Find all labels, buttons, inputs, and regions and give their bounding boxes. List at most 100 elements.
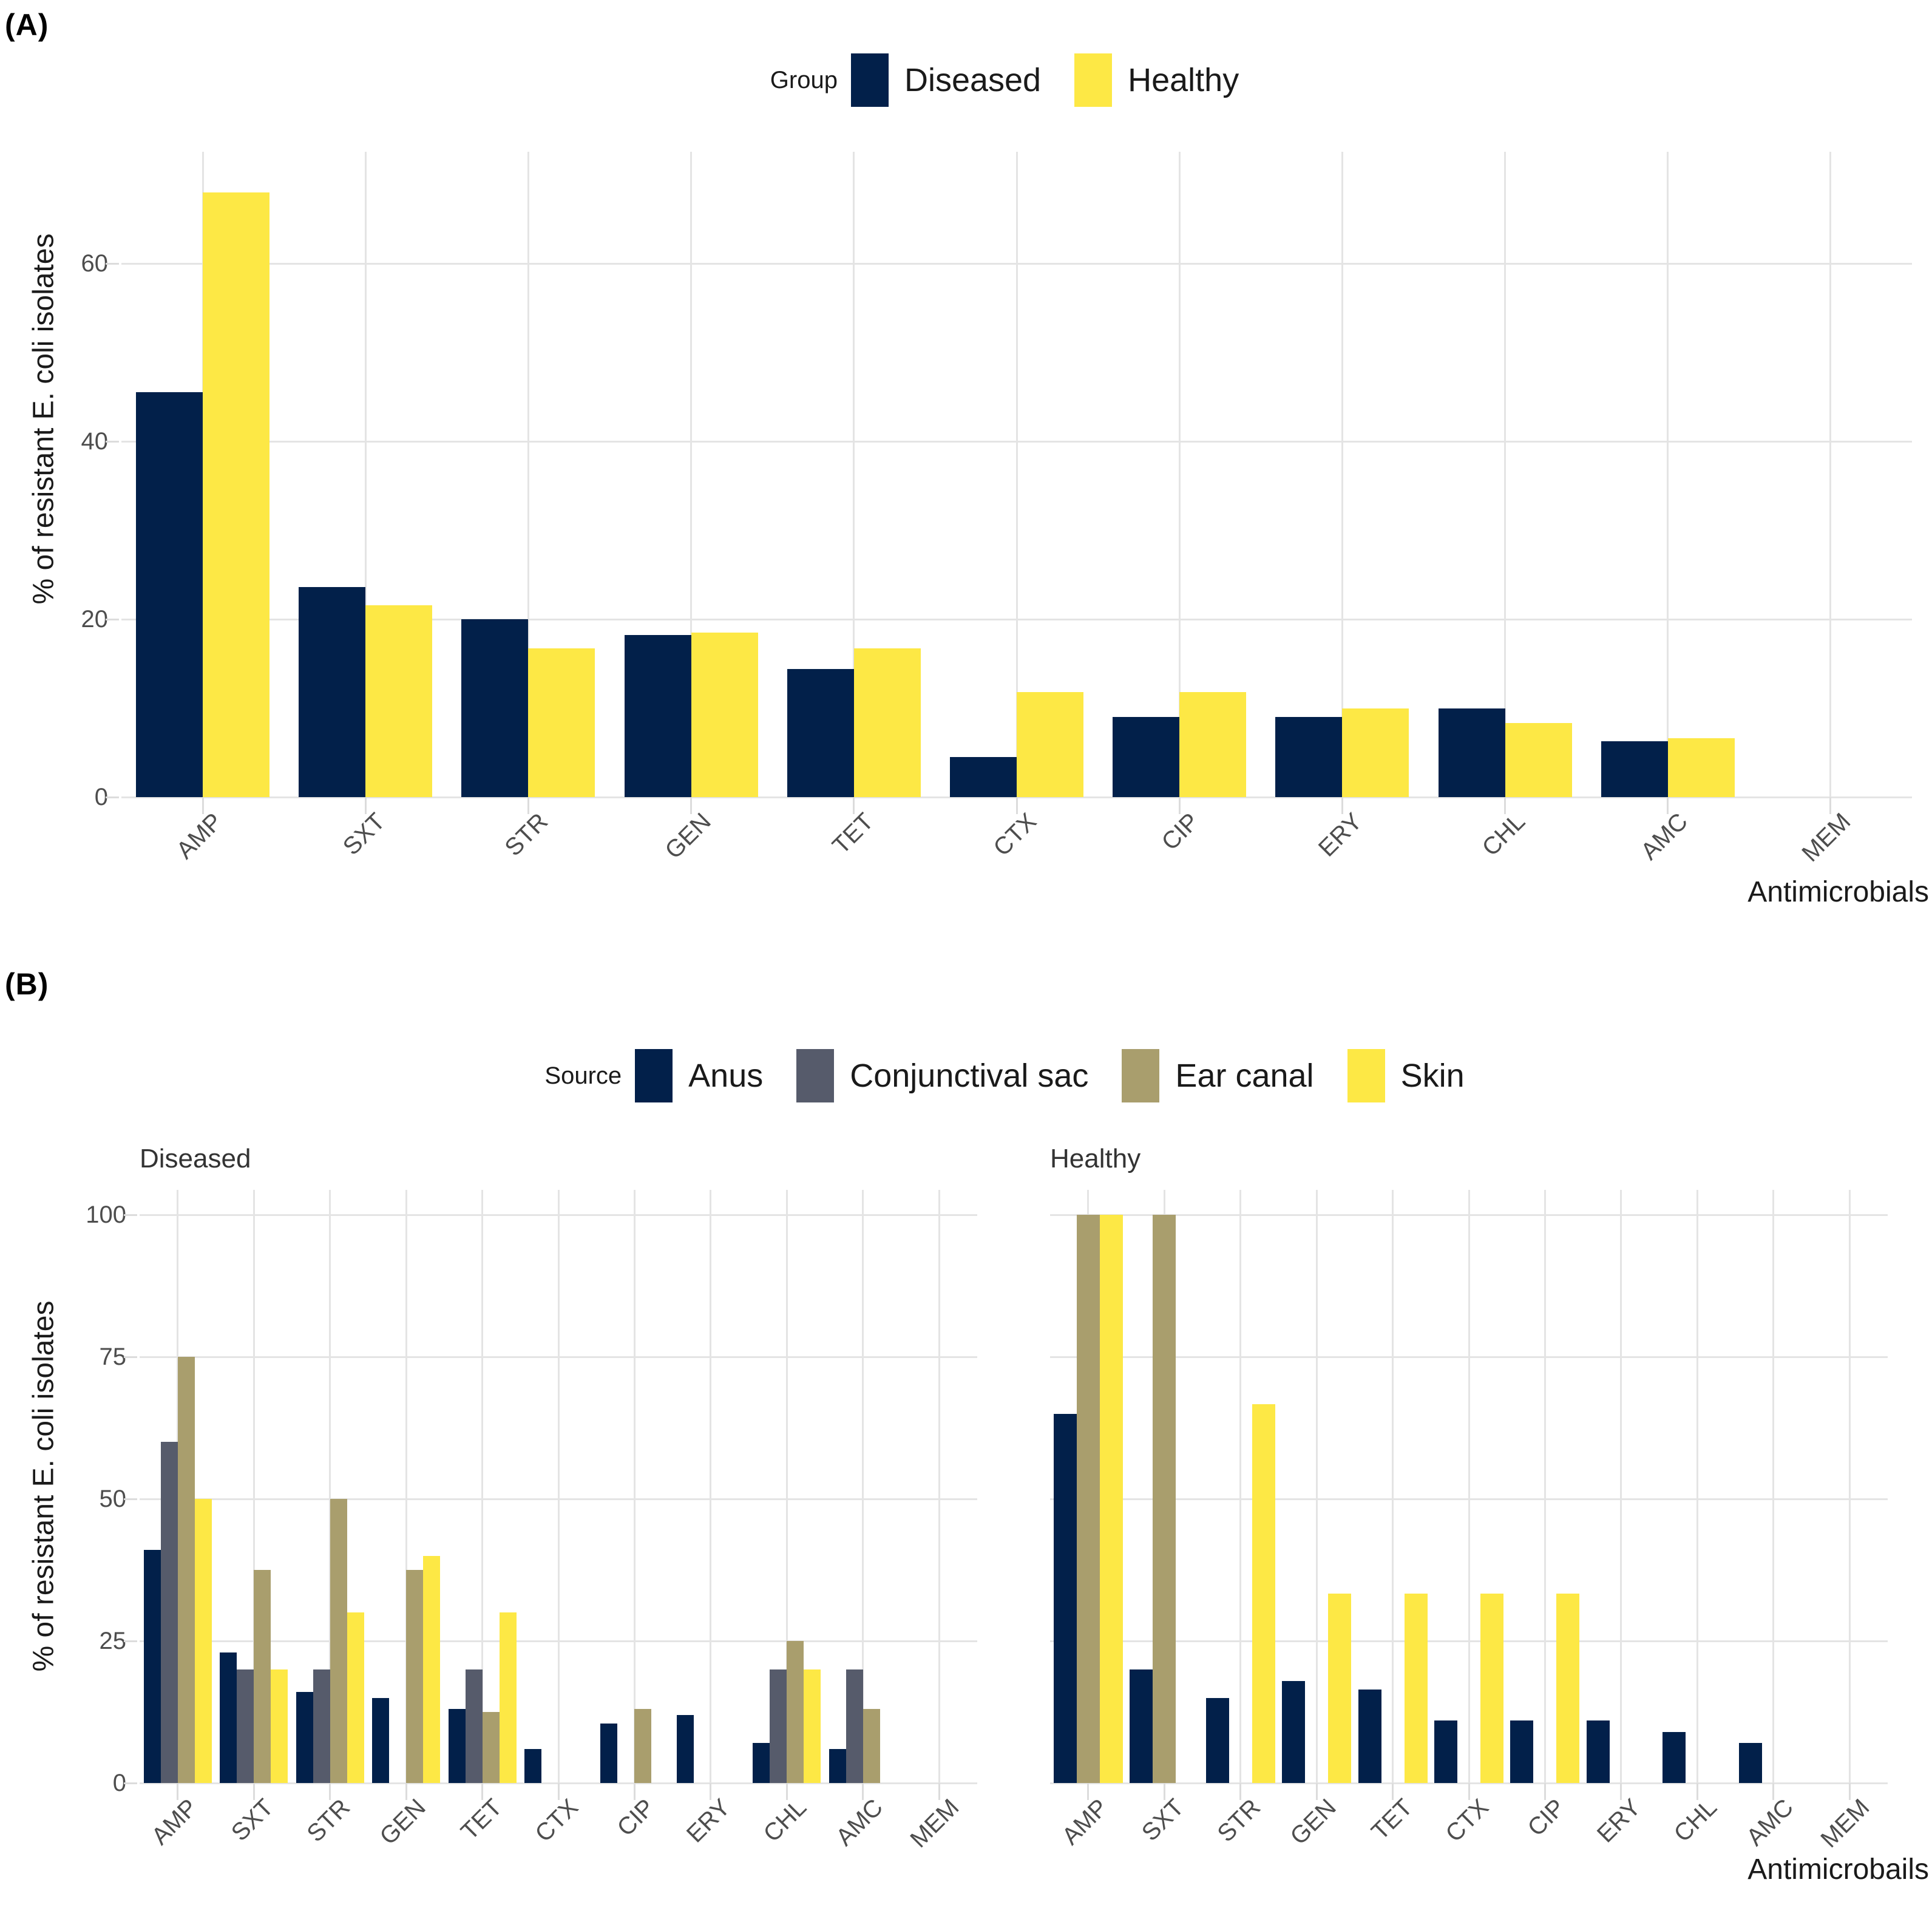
x-tick-mark [1696,1783,1698,1800]
bar-SXT-ear-canal [1153,1215,1176,1783]
x-tick-mark [329,1783,331,1800]
x-tick-label-CHL: CHL [1669,1794,1723,1847]
gridline-x-TET [1392,1190,1394,1783]
y-tick-label: 50 [99,1486,127,1512]
x-tick-mark [202,797,204,814]
gridline-x-AMC [862,1190,864,1783]
x-tick-label-AMP: AMP [171,808,228,864]
y-tick-label: 20 [81,606,109,633]
x-tick-mark [557,1783,560,1800]
x-tick-label-TET: TET [1366,1794,1418,1846]
bar-TET-ear-canal [482,1712,500,1783]
x-tick-mark [1667,797,1669,814]
x-tick-mark [1848,1783,1851,1800]
legend-swatch-ear-canal [1122,1049,1160,1102]
x-tick-label-TET: TET [456,1794,507,1846]
x-tick-mark [853,797,855,814]
bar-CHL-anus [1663,1731,1686,1783]
x-tick-label-SXT: SXT [338,808,391,861]
bar-AMP-anus [1053,1413,1077,1783]
y-axis-title-a: % of resistant E. coli isolates [27,233,60,605]
bar-AMC-ear-canal [863,1709,880,1783]
legend-label-healthy: Healthy [1128,62,1239,98]
legend-item-skin: Skin [1347,1049,1465,1102]
bar-CIP-ear-canal [634,1709,652,1783]
y-tick-mark [124,1214,137,1216]
legend-item-diseased: Diseased [850,53,1074,107]
bar-CTX-healthy [1017,692,1083,797]
x-tick-label-STR: STR [302,1794,355,1847]
gridline-x-CHL [785,1190,788,1783]
bar-CHL-skin [804,1669,821,1783]
bar-STR-diseased [461,619,529,797]
y-tick-mark [106,262,119,265]
bar-AMC-healthy [1667,738,1735,797]
bar-STR-healthy [528,648,595,797]
bar-CIP-diseased [1113,717,1180,797]
bar-SXT-skin [271,1669,288,1783]
bar-SXT-anus [220,1652,237,1783]
bar-SXT-conjunctival-sac [237,1669,254,1783]
x-axis-title-b: Antimicrobails [1747,1853,1929,1886]
legend-swatch-conjunctival-sac [796,1049,835,1102]
gridline-x-AMC [1667,152,1669,797]
gridline-x-MEM [1829,152,1832,797]
x-tick-mark [1015,797,1018,814]
y-tick-mark [124,1498,137,1500]
x-tick-label-SXT: SXT [226,1794,279,1847]
bar-GEN-diseased [624,635,691,797]
x-tick-mark [405,1783,407,1800]
bar-TET-conjunctival-sac [465,1669,483,1783]
panel-a-tag: (A) [5,8,49,42]
gridline-x-AMC [1772,1190,1775,1783]
bar-AMP-healthy [203,192,270,797]
facet-title-diseased: Diseased [140,1144,251,1173]
y-tick-label: 75 [99,1343,127,1370]
x-tick-label-GEN: GEN [660,808,716,864]
x-tick-label-CTX: CTX [1440,1794,1494,1847]
gridline-x-SXT [364,152,367,797]
gridline-x-GEN [405,1190,407,1783]
bar-AMP-ear-canal [1076,1215,1100,1783]
x-tick-mark [1392,1783,1394,1800]
x-tick-mark [364,797,367,814]
x-tick-label-SXT: SXT [1137,1794,1190,1847]
y-tick-mark [106,440,119,443]
x-tick-label-AMP: AMP [1057,1794,1113,1850]
x-tick-label-CTX: CTX [530,1794,584,1847]
x-tick-mark [481,1783,484,1800]
bar-AMP-ear-canal [177,1357,195,1783]
gridline-x-SXT [253,1190,255,1783]
bar-TET-diseased [787,669,854,797]
x-tick-label-ERY: ERY [682,1794,736,1848]
bar-STR-skin [1252,1404,1275,1783]
y-tick-mark [124,1782,137,1784]
legend-group: Group Diseased Healthy [121,53,1888,107]
bar-STR-ear-canal [330,1499,347,1783]
x-tick-label-ERY: ERY [1592,1794,1647,1848]
bar-TET-anus [1358,1689,1381,1783]
gridline-x-STR [527,152,529,797]
gridline-x-CHL [1696,1190,1698,1783]
bar-ERY-anus [676,1714,694,1783]
bar-GEN-anus [1282,1680,1306,1783]
bar-CIP-skin [1556,1594,1580,1783]
bar-CIP-healthy [1179,692,1247,797]
x-tick-label-TET: TET [827,808,879,860]
gridline-x-GEN [690,152,693,797]
x-tick-label-AMC: AMC [830,1794,888,1851]
legend-label-ear-canal: Ear canal [1175,1058,1314,1094]
bar-TET-skin [1404,1594,1428,1783]
bar-CHL-conjunctival-sac [770,1669,787,1783]
y-tick-mark [124,1640,137,1642]
gridline-x-STR [329,1190,331,1783]
legend-item-conjunctival-sac: Conjunctival sac [796,1049,1122,1102]
gridline-x-CIP [633,1190,636,1783]
panel-b-healthy-plot-area: AMP SXT STR GEN TET CTX CIP ERY CHL AMC MEM [1050,1190,1888,1853]
gridline-x-MEM [938,1190,940,1783]
bar-CHL-anus [753,1743,770,1783]
legend-source: Source Anus Conjunctival sac Ear canal Skin [121,1049,1888,1102]
bar-AMC-anus [829,1748,846,1783]
x-tick-mark [1163,1783,1165,1800]
bar-CIP-anus [1510,1720,1534,1783]
